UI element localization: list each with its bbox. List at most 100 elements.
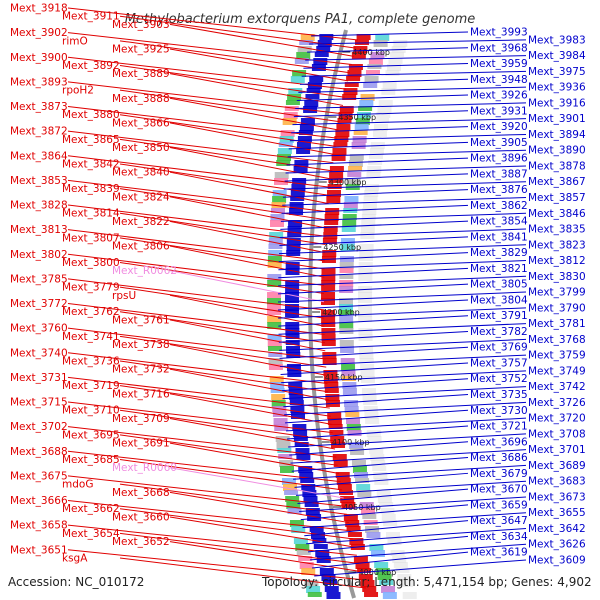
gc-block — [388, 58, 403, 64]
gene-label-forward: Mext_3760 — [10, 323, 68, 335]
cog-reverse-block — [267, 310, 282, 315]
gc-block — [358, 304, 373, 310]
gc-block — [362, 202, 377, 208]
cds-reverse-block — [285, 328, 300, 335]
gene-leader-line — [169, 122, 335, 155]
gene-leader-line — [282, 189, 469, 198]
gene-label-reverse: Mext_3679 — [470, 468, 528, 480]
gene-leader-line — [169, 220, 326, 254]
cds-forward-block — [323, 226, 338, 232]
cog-reverse-block — [288, 88, 303, 94]
cog-reverse-block — [280, 130, 295, 137]
gene-leader-line — [119, 360, 329, 393]
cog-forward-block — [341, 370, 356, 376]
cds-forward-block — [321, 274, 336, 281]
gene-leader-line — [67, 352, 328, 385]
cds-forward-block — [322, 358, 337, 365]
cds-forward-block — [330, 436, 345, 443]
gene-label-reverse: Mext_3642 — [528, 523, 586, 535]
gene-leader-line — [119, 188, 328, 221]
gc-block — [358, 328, 373, 335]
gene-leader-line — [314, 559, 527, 577]
cog-reverse-block — [300, 34, 315, 41]
cds-reverse-block — [323, 580, 338, 585]
cds-reverse-block — [321, 574, 336, 581]
cog-forward-block — [352, 466, 367, 473]
gene-label-reverse: Mext_3890 — [528, 145, 586, 157]
gene-leader-line — [119, 138, 333, 172]
cds-forward-block — [351, 52, 366, 59]
cds-forward-block — [338, 112, 353, 119]
gc-block — [386, 532, 401, 539]
cds-forward-block — [362, 586, 377, 592]
cds-forward-block — [324, 382, 339, 388]
cog-reverse-block — [276, 442, 291, 449]
gene-label-reverse: Mext_3983 — [528, 34, 586, 46]
cog-reverse-block — [307, 592, 322, 597]
gene-label-reverse: Mext_3768 — [528, 334, 586, 346]
cog-reverse-block — [268, 238, 283, 245]
cog-reverse-block — [292, 70, 307, 77]
gene-label-forward: Mext_3785 — [10, 273, 68, 285]
cds-reverse-block — [291, 184, 306, 191]
cog-forward-block — [339, 274, 354, 279]
gene-leader-line — [288, 433, 527, 448]
cds-forward-block — [336, 124, 351, 130]
gene-label-forward: Mext_3813 — [10, 224, 68, 236]
gene-leader-line — [169, 368, 330, 401]
gene-label-reverse: Mext_3696 — [470, 436, 528, 448]
gene-leader-line — [169, 23, 354, 57]
cds-reverse-block — [285, 286, 300, 293]
gene-label-reverse: Mext_3759 — [528, 350, 586, 362]
gene-leader-line — [67, 32, 352, 66]
cds-forward-block — [324, 220, 339, 225]
cog-reverse-block — [299, 562, 314, 569]
cds-reverse-block — [288, 382, 303, 388]
cog-reverse-block — [277, 448, 292, 453]
gene-label-forward: rpoH2 — [62, 85, 94, 97]
cog-forward-block — [348, 166, 363, 171]
gene-leader-line — [281, 370, 527, 384]
cog-reverse-block — [267, 274, 282, 281]
gene-label-reverse: Mext_3926 — [470, 90, 528, 102]
cog-reverse-block — [267, 304, 282, 310]
scale-tick-label: 4300 kbp — [329, 178, 367, 187]
gene-leader-line — [300, 504, 469, 521]
cds-forward-block — [331, 154, 346, 161]
gene-label-reverse: Mext_3781 — [528, 318, 586, 330]
cog-forward-block — [346, 178, 361, 185]
gene-leader-line — [119, 458, 343, 491]
gc-block — [377, 496, 392, 503]
gene-label-forward: Mext_3850 — [112, 142, 170, 154]
gene-label-reverse: Mext_3769 — [470, 342, 528, 354]
cds-track-forward — [321, 34, 379, 597]
cds-reverse-block — [303, 496, 318, 502]
gc-block — [358, 292, 373, 299]
gene-label-forward: Mext_3741 — [62, 331, 120, 343]
gene-label-forward: Mext_3925 — [112, 44, 170, 56]
gene-leader-line — [279, 236, 469, 247]
cog-forward-block — [339, 310, 354, 315]
gene-label-forward: ksgA — [62, 553, 88, 565]
cds-reverse-block — [287, 226, 302, 233]
gene-label-reverse: Mext_3823 — [528, 239, 586, 251]
gene-label-forward: rpsU — [112, 290, 136, 302]
cog-reverse-block — [306, 586, 321, 593]
cog-reverse-block — [267, 256, 282, 263]
gc-block — [369, 148, 384, 155]
cds-forward-block — [342, 94, 357, 100]
gene-label-forward: Mext_3865 — [62, 134, 120, 146]
gene-label-forward: Mext_3662 — [62, 503, 120, 515]
gene-label-forward: Mext_3652 — [112, 536, 170, 548]
cog-reverse-block — [277, 154, 292, 161]
gene-label-forward: Mext_3842 — [62, 158, 120, 170]
gene-label-reverse: Mext_3854 — [470, 216, 528, 228]
cog-reverse-block — [283, 112, 298, 119]
gc-block — [363, 400, 378, 405]
cog-forward-block — [381, 586, 396, 593]
cog-forward-block — [340, 238, 355, 245]
gene-label-reverse: Mext_3655 — [528, 507, 586, 519]
cds-reverse-block — [285, 298, 300, 303]
cds-forward-block — [335, 472, 350, 478]
cog-forward-block — [350, 448, 365, 455]
